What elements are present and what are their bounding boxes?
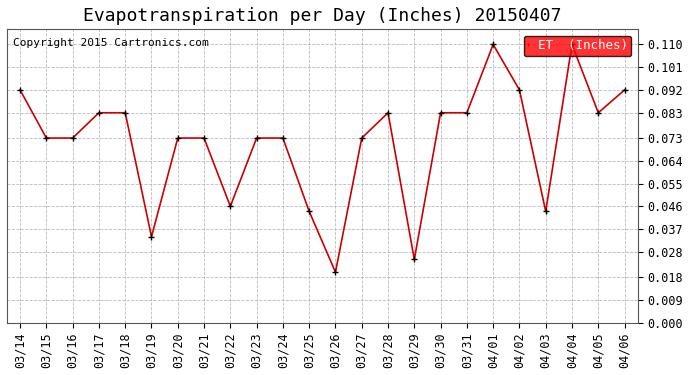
Text: Copyright 2015 Cartronics.com: Copyright 2015 Cartronics.com	[13, 38, 209, 48]
Legend: ET  (Inches): ET (Inches)	[524, 36, 631, 56]
Title: Evapotranspiration per Day (Inches) 20150407: Evapotranspiration per Day (Inches) 2015…	[83, 7, 562, 25]
